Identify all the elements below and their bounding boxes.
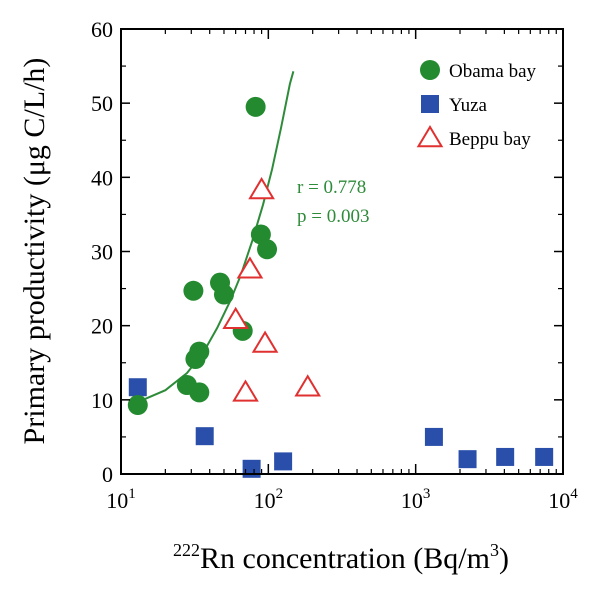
data-point-yuza bbox=[424, 427, 443, 446]
data-point-yuza bbox=[496, 447, 515, 466]
x-axis-label-isotope: 222 bbox=[173, 540, 200, 560]
data-point-obama-bay bbox=[189, 341, 210, 362]
data-point-obama-bay bbox=[213, 284, 234, 305]
data-point-beppu-bay bbox=[294, 374, 322, 397]
y-tick-label: 30 bbox=[91, 240, 113, 265]
legend-label-yuza: Yuza bbox=[449, 95, 488, 116]
x-tick-label: 104 bbox=[548, 486, 578, 513]
x-tick-label-base: 10 bbox=[106, 488, 128, 513]
data-point-obama-bay bbox=[189, 382, 210, 403]
data-point-yuza bbox=[535, 447, 554, 466]
x-axis-label: 222Rn concentration (Bq/m3) bbox=[173, 540, 509, 575]
data-point-obama-bay bbox=[127, 395, 148, 416]
plot-frame-group bbox=[120, 28, 564, 475]
x-axis-label-main: Rn concentration (Bq/m bbox=[200, 542, 490, 575]
p-value-annotation: p = 0.003 bbox=[297, 206, 369, 227]
x-tick-label: 103 bbox=[401, 486, 431, 513]
legend: Obama bay Yuza Beppu bay bbox=[416, 60, 537, 150]
data-point-yuza bbox=[242, 459, 261, 478]
y-tick-label: 40 bbox=[91, 165, 113, 190]
data-point-obama-bay bbox=[257, 239, 278, 260]
x-tick-label-base: 10 bbox=[254, 488, 276, 513]
x-tick-label-exponent: 3 bbox=[423, 486, 431, 502]
data-point-yuza bbox=[195, 427, 214, 446]
legend-marker-obama-bay bbox=[420, 60, 440, 80]
data-point-beppu-bay bbox=[232, 379, 259, 402]
x-tick-label-base: 10 bbox=[548, 488, 570, 513]
legend-label-obama-bay: Obama bay bbox=[449, 61, 537, 82]
plot-frame bbox=[120, 28, 564, 475]
x-tick-label: 101 bbox=[106, 486, 136, 513]
data-point-beppu-bay bbox=[251, 330, 279, 353]
y-tick-label: 50 bbox=[91, 91, 113, 116]
x-tick-label-exponent: 1 bbox=[128, 486, 136, 502]
data-points-group bbox=[127, 96, 554, 478]
data-point-beppu-bay bbox=[222, 306, 249, 329]
x-axis-label-exponent: 3 bbox=[490, 540, 499, 560]
y-tick-label: 20 bbox=[91, 314, 113, 339]
y-tick-label: 0 bbox=[102, 462, 113, 487]
x-tick-label-exponent: 4 bbox=[570, 486, 578, 502]
y-axis-label: Primary productivity (μg C/L/h) bbox=[18, 58, 51, 445]
x-tick-label: 102 bbox=[254, 486, 284, 513]
data-point-obama-bay bbox=[245, 96, 266, 117]
legend-marker-beppu-bay bbox=[416, 125, 444, 148]
data-point-yuza bbox=[458, 450, 477, 469]
data-point-obama-bay bbox=[183, 280, 204, 301]
y-tick-label: 10 bbox=[91, 388, 113, 413]
data-point-beppu-bay bbox=[248, 176, 275, 200]
x-tick-label-exponent: 2 bbox=[276, 486, 284, 502]
data-point-yuza bbox=[274, 452, 293, 471]
x-tick-label-base: 10 bbox=[401, 488, 423, 513]
correlation-r-annotation: r = 0.778 bbox=[297, 177, 366, 198]
data-point-yuza bbox=[128, 378, 147, 397]
legend-label-beppu-bay: Beppu bay bbox=[449, 129, 531, 150]
y-tick-label: 60 bbox=[91, 17, 113, 42]
legend-marker-yuza bbox=[421, 95, 439, 113]
data-point-beppu-bay bbox=[236, 256, 264, 279]
x-axis-label-close: ) bbox=[499, 542, 509, 575]
